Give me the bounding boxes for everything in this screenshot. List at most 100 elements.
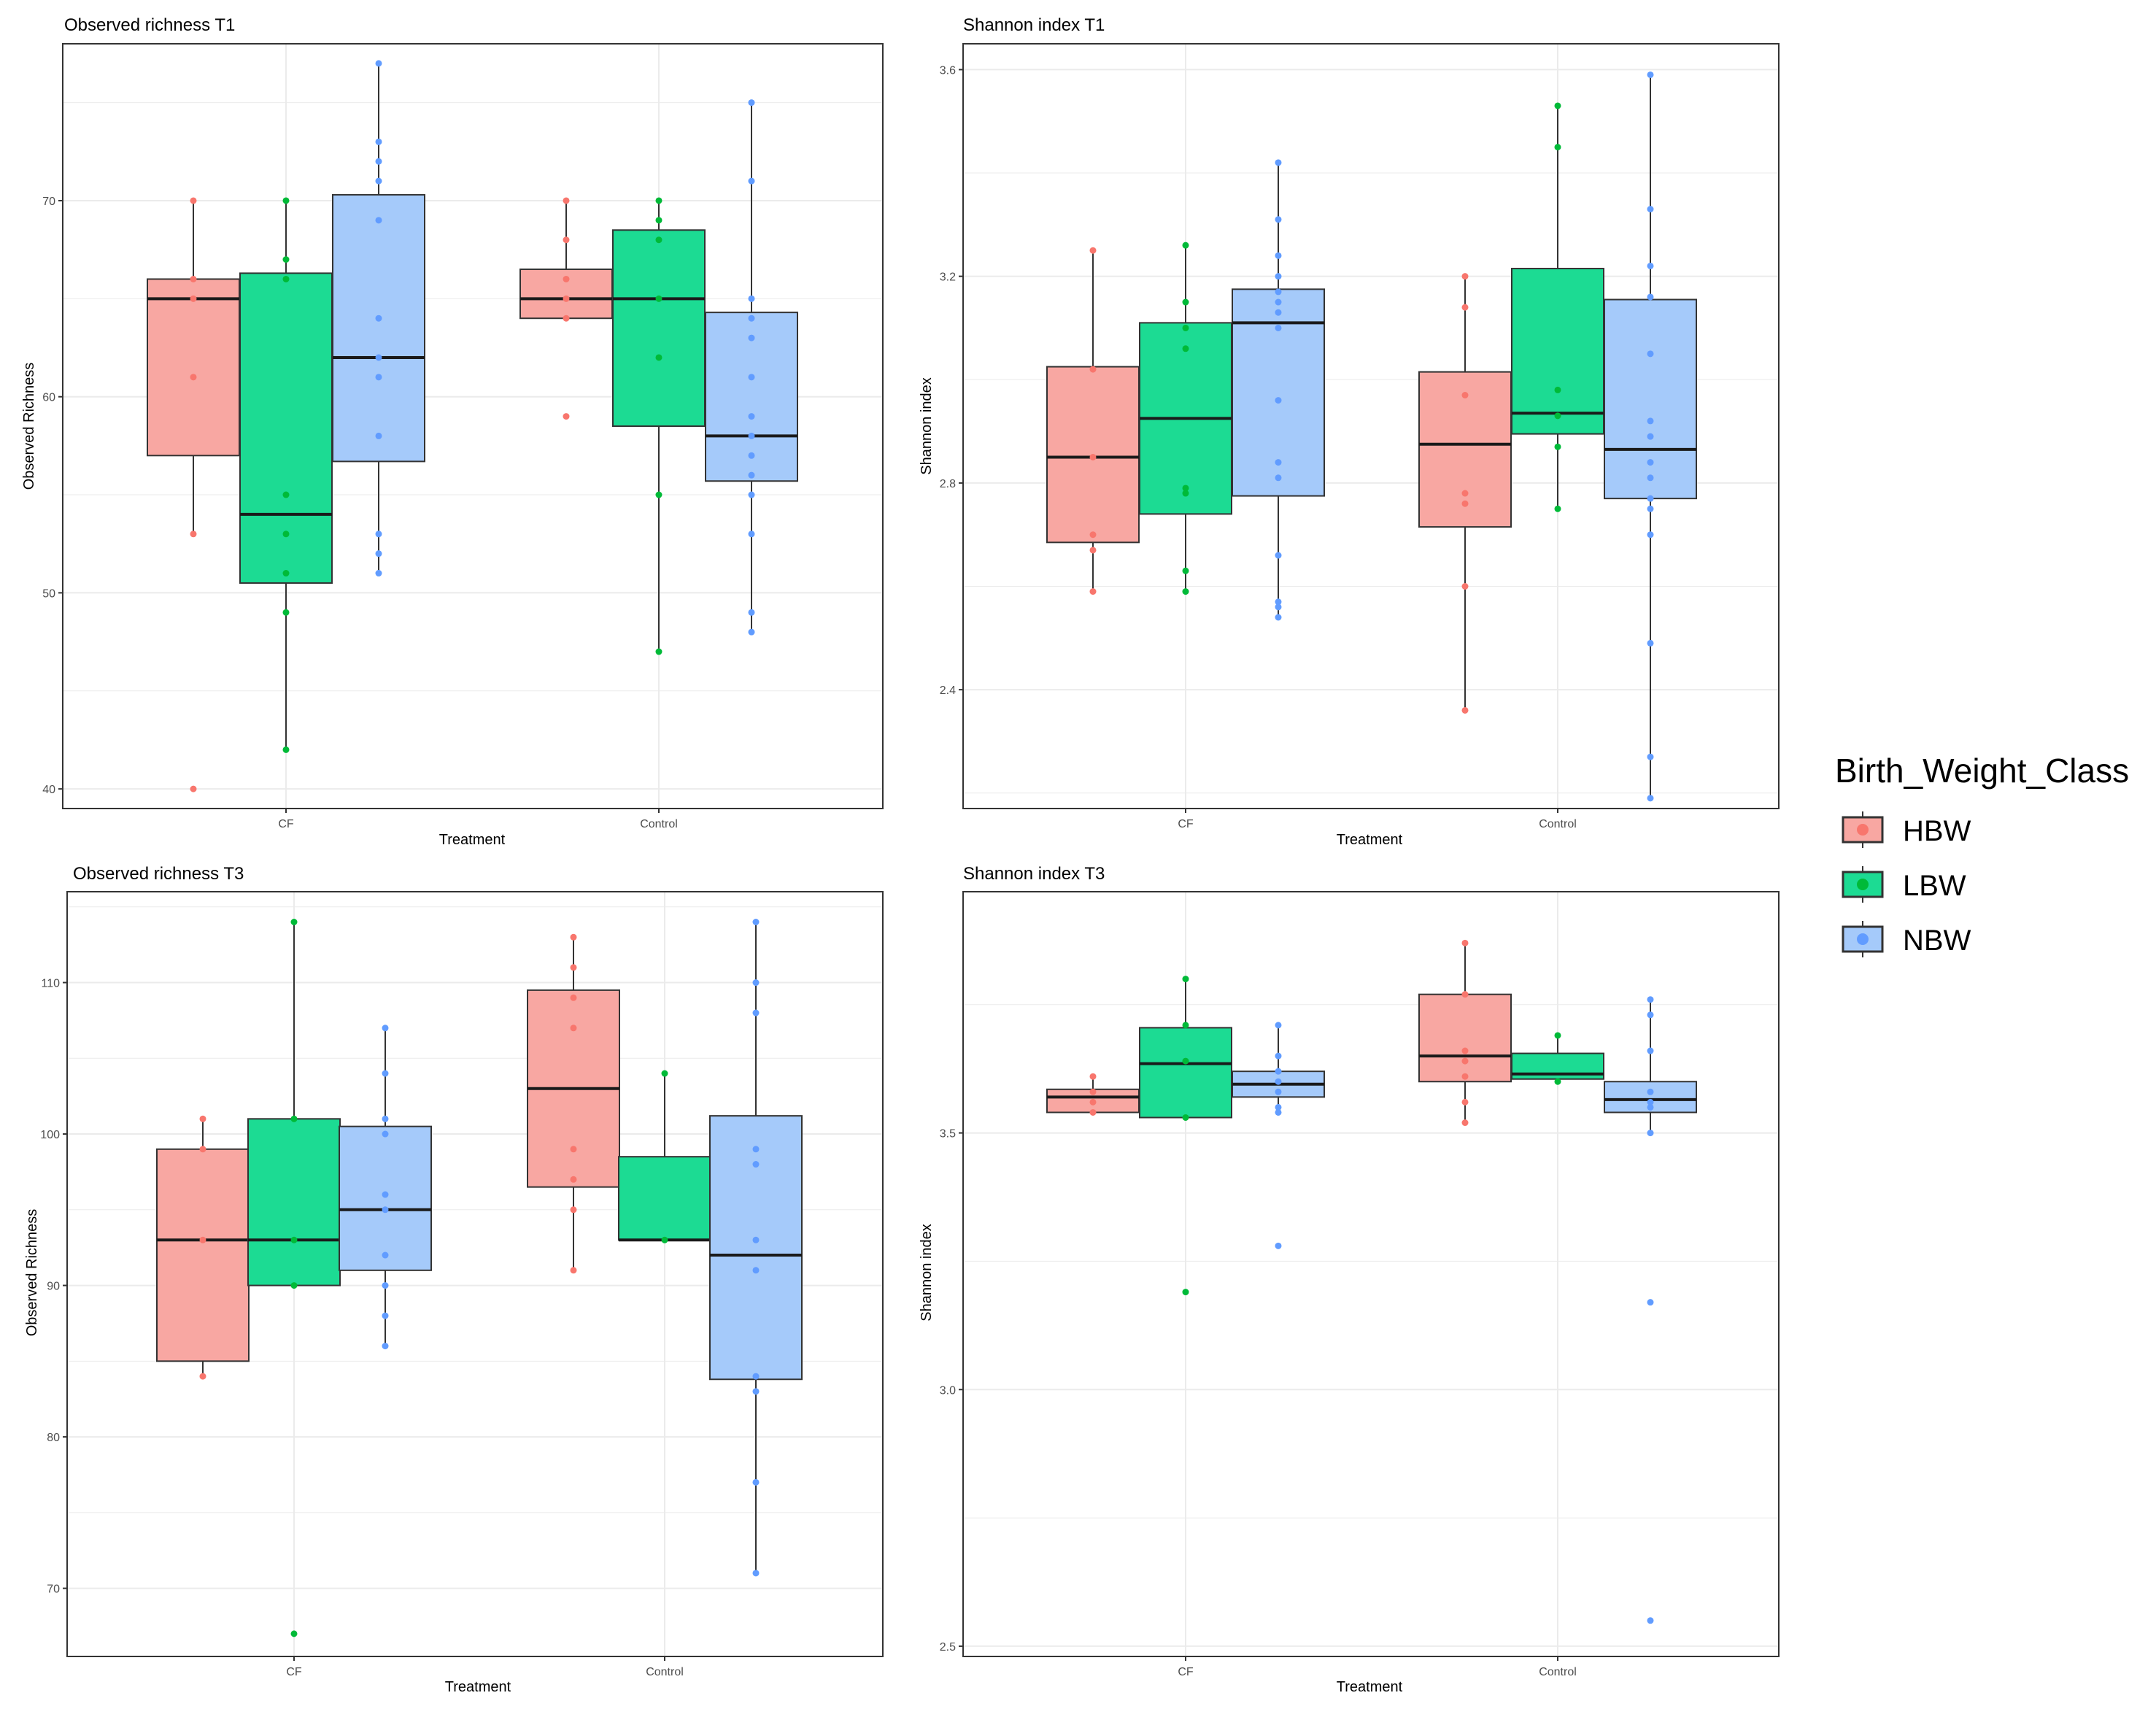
data-point-nbw-cf bbox=[382, 1312, 389, 1319]
box-lbw-control bbox=[612, 229, 706, 427]
data-point-hbw-cf bbox=[199, 1115, 206, 1122]
data-point-hbw-control bbox=[1461, 583, 1469, 590]
data-point-nbw-cf bbox=[1275, 1108, 1282, 1116]
y-tick-label: 90 bbox=[47, 1281, 60, 1293]
data-point-lbw-control bbox=[1554, 386, 1561, 393]
data-point-lbw-control bbox=[655, 648, 662, 655]
data-point-nbw-control bbox=[752, 1236, 760, 1243]
data-point-nbw-control bbox=[1647, 350, 1654, 358]
x-tick-label: CF bbox=[1178, 1666, 1194, 1678]
data-point-nbw-control bbox=[1647, 459, 1654, 466]
data-point-nbw-cf bbox=[1275, 273, 1282, 280]
x-axis-title: Treatment bbox=[445, 1679, 511, 1695]
data-point-lbw-cf bbox=[282, 570, 290, 577]
x-axis-title: Treatment bbox=[1337, 832, 1403, 848]
x-axis-title: Treatment bbox=[439, 832, 506, 848]
y-tick-label: 50 bbox=[42, 587, 55, 600]
data-point-lbw-control bbox=[655, 197, 662, 204]
data-point-hbw-control bbox=[570, 1146, 577, 1153]
data-point-lbw-cf bbox=[1182, 567, 1189, 574]
data-point-nbw-cf bbox=[375, 570, 382, 577]
data-point-lbw-control bbox=[1554, 1032, 1561, 1039]
data-point-nbw-control bbox=[752, 1570, 760, 1577]
data-point-nbw-control bbox=[752, 979, 760, 987]
data-point-nbw-cf bbox=[375, 315, 382, 322]
data-point-lbw-cf bbox=[282, 746, 290, 753]
data-point-hbw-control bbox=[1461, 1098, 1469, 1106]
data-point-hbw-cf bbox=[1089, 588, 1097, 595]
data-point-lbw-control bbox=[655, 295, 662, 302]
data-point-lbw-control bbox=[1554, 412, 1561, 420]
data-point-nbw-control bbox=[752, 1009, 760, 1016]
data-point-nbw-control bbox=[748, 491, 755, 498]
data-point-hbw-cf bbox=[1089, 1073, 1097, 1080]
data-point-nbw-cf bbox=[375, 550, 382, 558]
data-point-nbw-cf bbox=[1275, 298, 1282, 306]
data-point-hbw-control bbox=[570, 933, 577, 941]
data-point-hbw-control bbox=[1461, 304, 1469, 311]
data-point-nbw-control bbox=[752, 919, 760, 926]
data-point-nbw-cf bbox=[382, 1191, 389, 1198]
data-point-nbw-control bbox=[1647, 531, 1654, 539]
data-point-nbw-control bbox=[748, 452, 755, 459]
panel-title: Observed richness T1 bbox=[64, 15, 235, 35]
data-point-hbw-cf bbox=[190, 295, 197, 302]
y-tick-label: 3.0 bbox=[940, 1384, 956, 1397]
data-point-lbw-control bbox=[661, 1236, 668, 1243]
data-point-nbw-cf bbox=[1275, 288, 1282, 296]
data-point-nbw-cf bbox=[1275, 603, 1282, 611]
data-point-hbw-control bbox=[1461, 939, 1469, 946]
data-point-nbw-control bbox=[748, 531, 755, 538]
data-point-nbw-control bbox=[1647, 262, 1654, 269]
data-point-nbw-control bbox=[748, 177, 755, 185]
data-point-lbw-cf bbox=[1182, 1114, 1189, 1121]
data-point-hbw-cf bbox=[190, 531, 197, 538]
data-point-lbw-control bbox=[1554, 144, 1561, 151]
box-hbw-cf bbox=[156, 1148, 250, 1362]
legend: Birth_Weight_Class HBW LBW NBW bbox=[1835, 752, 2129, 957]
data-point-hbw-control bbox=[1461, 1047, 1469, 1054]
data-point-nbw-cf bbox=[1275, 614, 1282, 621]
x-tick-label: CF bbox=[1178, 818, 1194, 830]
data-point-nbw-control bbox=[752, 1161, 760, 1168]
data-point-nbw-control bbox=[1647, 1047, 1654, 1054]
data-point-nbw-control bbox=[1647, 71, 1654, 78]
box-nbw-cf bbox=[339, 1125, 432, 1271]
data-point-hbw-cf bbox=[1089, 1108, 1097, 1116]
y-tick-label: 110 bbox=[41, 978, 60, 990]
plot-frame bbox=[66, 891, 884, 1657]
data-point-nbw-control bbox=[748, 99, 755, 107]
data-point-nbw-cf bbox=[1275, 159, 1282, 166]
data-point-lbw-cf bbox=[282, 609, 290, 616]
data-point-nbw-cf bbox=[375, 374, 382, 381]
plot-area: 2.5 3.0 3.5 CF Control bbox=[940, 891, 1780, 1678]
data-point-hbw-control bbox=[1461, 1119, 1469, 1127]
data-point-hbw-cf bbox=[1089, 1088, 1097, 1095]
data-point-nbw-control bbox=[752, 1478, 760, 1486]
data-point-lbw-cf bbox=[282, 531, 290, 538]
data-point-nbw-cf bbox=[1275, 309, 1282, 316]
panel-observed-richness-t1: Observed richness T1 40 50 60 70 CF Control T… bbox=[21, 15, 884, 848]
data-point-nbw-control bbox=[1647, 417, 1654, 425]
data-point-nbw-control bbox=[1647, 1617, 1654, 1624]
x-tick-label: Control bbox=[640, 818, 678, 830]
data-point-nbw-control bbox=[748, 628, 755, 636]
data-point-nbw-control bbox=[1647, 996, 1654, 1003]
data-point-nbw-cf bbox=[1275, 216, 1282, 223]
data-point-lbw-control bbox=[1554, 102, 1561, 109]
data-point-lbw-cf bbox=[1182, 242, 1189, 249]
data-point-lbw-cf bbox=[290, 1630, 298, 1637]
data-point-nbw-cf bbox=[382, 1115, 389, 1122]
data-point-lbw-cf bbox=[1182, 298, 1189, 306]
legend-item-nbw: NBW bbox=[1842, 921, 1971, 957]
data-point-nbw-cf bbox=[1275, 1022, 1282, 1029]
data-point-hbw-cf bbox=[1089, 531, 1097, 539]
x-tick-label: Control bbox=[646, 1666, 684, 1678]
data-point-nbw-cf bbox=[1275, 1068, 1282, 1075]
data-point-nbw-control bbox=[1647, 1130, 1654, 1137]
y-tick-label: 70 bbox=[47, 1583, 60, 1596]
data-point-lbw-control bbox=[1554, 505, 1561, 512]
legend-label: HBW bbox=[1903, 815, 1971, 847]
y-axis-title: Shannon index bbox=[919, 377, 935, 474]
data-point-nbw-control bbox=[1647, 433, 1654, 440]
